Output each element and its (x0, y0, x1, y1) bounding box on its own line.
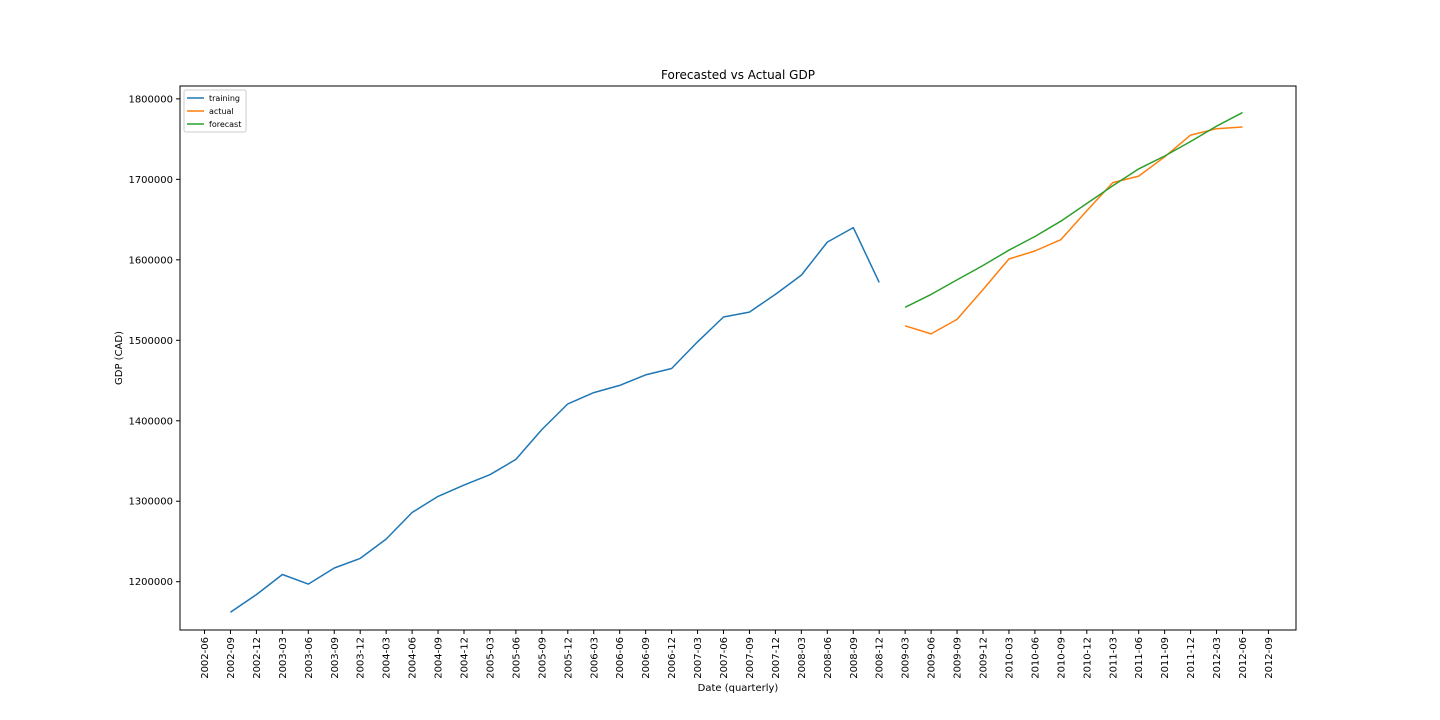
x-tick-label: 2006-12 (667, 637, 678, 679)
x-tick-label: 2003-12 (356, 637, 367, 679)
x-tick-label: 2006-03 (589, 637, 600, 679)
series-line-training (229, 226, 880, 613)
x-tick-label: 2009-03 (901, 637, 912, 679)
x-tick-label: 2004-03 (382, 637, 393, 679)
y-tick-label: 1500000 (128, 336, 173, 347)
x-tick-label: 2012-06 (1238, 637, 1249, 679)
series-lines (229, 111, 1243, 613)
x-tick-label: 2007-09 (745, 637, 756, 679)
x-tick-label: 2010-03 (1004, 637, 1015, 679)
x-tick-label: 2011-06 (1134, 637, 1145, 679)
x-axis: 2002-06 2002-09 2002-12 2003-03 2003-06 2003-… (200, 630, 1275, 679)
series-line-forecast (904, 111, 1243, 308)
plot-area (179, 85, 1297, 631)
x-tick-label: 2011-03 (1108, 637, 1119, 679)
x-tick-label: 2009-12 (979, 637, 990, 679)
x-tick-label: 2004-09 (434, 637, 445, 679)
y-tick-label: 1400000 (128, 416, 173, 427)
legend-label-training: training (209, 94, 240, 103)
x-tick-label: 2005-12 (563, 637, 574, 679)
x-tick-label: 2002-09 (226, 637, 237, 679)
y-tick-label: 1600000 (128, 255, 173, 266)
x-tick-label: 2007-12 (771, 637, 782, 679)
y-tick-label: 1300000 (128, 497, 173, 508)
y-axis: 1200000 1300000 1400000 1500000 1600000 17000… (128, 94, 180, 588)
y-tick-label: 1800000 (128, 94, 173, 105)
x-tick-label: 2009-09 (953, 637, 964, 679)
x-tick-label: 2007-06 (719, 637, 730, 679)
x-tick-label: 2011-09 (1160, 637, 1171, 679)
x-tick-label: 2006-09 (641, 637, 652, 679)
x-tick-label: 2008-09 (849, 637, 860, 679)
x-tick-label: 2002-06 (200, 637, 211, 679)
y-tick-label: 1700000 (128, 175, 173, 186)
series-line-actual (904, 126, 1243, 335)
legend-label-forecast: forecast (209, 120, 241, 129)
x-tick-label: 2006-06 (615, 637, 626, 679)
x-tick-label: 2003-03 (278, 637, 289, 679)
x-tick-label: 2007-03 (693, 637, 704, 679)
x-tick-label: 2011-12 (1186, 637, 1197, 679)
chart-title: Forecasted vs Actual GDP (661, 68, 815, 82)
x-tick-label: 2012-09 (1264, 637, 1275, 679)
x-tick-label: 2004-06 (408, 637, 419, 679)
x-tick-label: 2008-03 (797, 637, 808, 679)
y-axis-label: GDP (CAD) (114, 331, 125, 385)
x-tick-label: 2010-09 (1056, 637, 1067, 679)
x-tick-label: 2003-06 (304, 637, 315, 679)
x-tick-label: 2005-09 (537, 637, 548, 679)
x-tick-label: 2012-03 (1212, 637, 1223, 679)
plot-frame (179, 85, 1297, 631)
x-tick-label: 2009-06 (927, 637, 938, 679)
x-tick-label: 2008-06 (823, 637, 834, 679)
x-tick-label: 2010-06 (1030, 637, 1041, 679)
x-tick-label: 2008-12 (875, 637, 886, 679)
legend: training actual forecast (183, 89, 247, 133)
x-tick-label: 2004-12 (460, 637, 471, 679)
x-tick-label: 2005-06 (511, 637, 522, 679)
x-tick-label: 2005-03 (485, 637, 496, 679)
x-axis-label: Date (quarterly) (698, 683, 779, 694)
x-tick-label: 2002-12 (252, 637, 263, 679)
legend-label-actual: actual (209, 107, 234, 116)
y-tick-label: 1200000 (128, 577, 173, 588)
legend-box (183, 89, 247, 133)
x-tick-label: 2010-12 (1082, 637, 1093, 679)
x-tick-label: 2003-09 (330, 637, 341, 679)
